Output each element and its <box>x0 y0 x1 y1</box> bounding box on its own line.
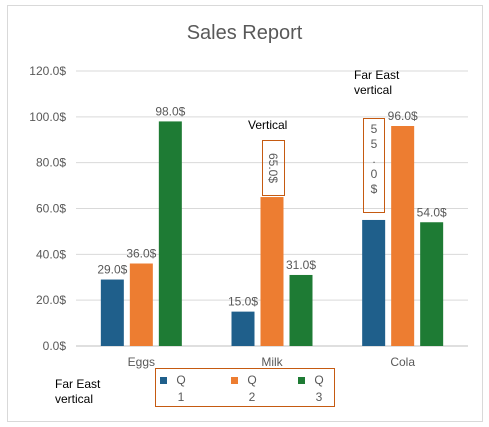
bar-milk-q2 <box>260 197 284 346</box>
bar-milk-q1 <box>231 311 255 346</box>
legend-swatch <box>231 377 238 384</box>
data-label-eggs-q1: 29.0$ <box>97 263 127 277</box>
chart-title: Sales Report <box>186 22 303 44</box>
far-east-vertical-annotation: Far East vertical <box>354 68 399 98</box>
data-label-char: 5 <box>370 122 378 136</box>
annotation-line: Far East <box>354 68 400 82</box>
annotation-line: vertical <box>55 392 94 406</box>
y-tick-label: 100.0$ <box>29 110 66 124</box>
bar-cola-q3 <box>420 222 444 346</box>
y-tick-label: 40.0$ <box>36 247 66 261</box>
legend-label: Q <box>176 373 186 387</box>
data-label-cola-q1: 5 5 . 0 $ <box>367 122 381 197</box>
x-category-label: Cola <box>390 355 415 369</box>
legend-label: 2 <box>248 390 256 404</box>
far-east-legend-annotation: Far East vertical <box>55 377 100 407</box>
data-label-milk-q3: 31.0$ <box>286 258 316 272</box>
y-tick-label: 0.0$ <box>43 339 67 353</box>
bar-eggs-q1 <box>100 279 124 346</box>
data-label-eggs-q2: 36.0$ <box>126 247 156 261</box>
legend-swatch <box>160 377 167 384</box>
legend-label: Q <box>314 373 324 387</box>
data-label-char: 0 <box>370 167 378 181</box>
legend-swatch <box>298 377 305 384</box>
data-label-milk-q2: 65.0$ <box>266 152 280 184</box>
legend-label: Q <box>247 373 257 387</box>
y-tick-label: 20.0$ <box>36 293 66 307</box>
chart-area <box>7 5 483 422</box>
bar-cola-q2 <box>391 126 415 346</box>
bar-milk-q3 <box>289 274 313 346</box>
data-label-cola-q2: 96.0$ <box>388 109 418 123</box>
data-label-char: $ <box>370 182 378 196</box>
vertical-annotation: Vertical <box>248 118 288 132</box>
annotation-line: vertical <box>354 83 393 97</box>
bar-eggs-q3 <box>158 121 182 347</box>
cola-label-highlight-box <box>363 118 385 213</box>
bar-cola-q1 <box>362 219 386 346</box>
bar-eggs-q2 <box>129 263 153 346</box>
x-category-label: Milk <box>261 355 283 369</box>
milk-label-highlight-box <box>262 140 285 196</box>
y-tick-label: 120.0$ <box>29 64 66 78</box>
y-tick-label: 60.0$ <box>36 202 66 216</box>
data-label-eggs-q3: 98.0$ <box>155 104 185 118</box>
data-label-char: . <box>372 152 376 166</box>
annotation-line: Far East <box>55 377 101 391</box>
x-category-label: Eggs <box>128 355 155 369</box>
legend-label: 1 <box>177 390 185 404</box>
data-label-cola-q3: 54.0$ <box>417 205 447 219</box>
legend-label: 3 <box>315 390 323 404</box>
data-label-milk-q1: 15.0$ <box>228 295 258 309</box>
data-label-char: 5 <box>370 137 378 151</box>
y-tick-label: 80.0$ <box>36 156 66 170</box>
legend-highlight-box <box>155 368 335 407</box>
